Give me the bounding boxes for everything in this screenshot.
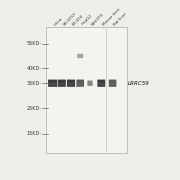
Text: BT-474: BT-474 xyxy=(72,14,84,26)
Text: Mouse liver: Mouse liver xyxy=(102,7,121,26)
FancyBboxPatch shape xyxy=(109,83,116,85)
Text: 40KD-: 40KD- xyxy=(27,66,42,71)
Text: 55KD-: 55KD- xyxy=(27,41,42,46)
Text: NIH/3T3: NIH/3T3 xyxy=(91,12,105,26)
Text: 15KD-: 15KD- xyxy=(27,131,42,136)
FancyBboxPatch shape xyxy=(77,54,83,58)
FancyBboxPatch shape xyxy=(49,83,56,85)
Text: 25KD-: 25KD- xyxy=(27,106,42,111)
FancyBboxPatch shape xyxy=(88,82,92,85)
Text: SH-SY5Y: SH-SY5Y xyxy=(62,11,77,26)
FancyBboxPatch shape xyxy=(87,80,93,86)
FancyBboxPatch shape xyxy=(58,80,66,87)
FancyBboxPatch shape xyxy=(67,80,75,87)
FancyBboxPatch shape xyxy=(48,80,57,87)
FancyBboxPatch shape xyxy=(46,27,127,153)
FancyBboxPatch shape xyxy=(97,80,105,87)
Text: LRRC59: LRRC59 xyxy=(128,81,150,86)
FancyBboxPatch shape xyxy=(98,83,105,85)
FancyBboxPatch shape xyxy=(77,83,83,85)
Text: 35KD-: 35KD- xyxy=(27,81,42,86)
FancyBboxPatch shape xyxy=(109,80,116,87)
FancyBboxPatch shape xyxy=(58,83,65,85)
Text: HeLa: HeLa xyxy=(53,16,63,26)
Text: Rat liver: Rat liver xyxy=(113,12,128,26)
Text: HepG2: HepG2 xyxy=(81,14,94,26)
FancyBboxPatch shape xyxy=(76,80,84,87)
FancyBboxPatch shape xyxy=(68,83,74,85)
